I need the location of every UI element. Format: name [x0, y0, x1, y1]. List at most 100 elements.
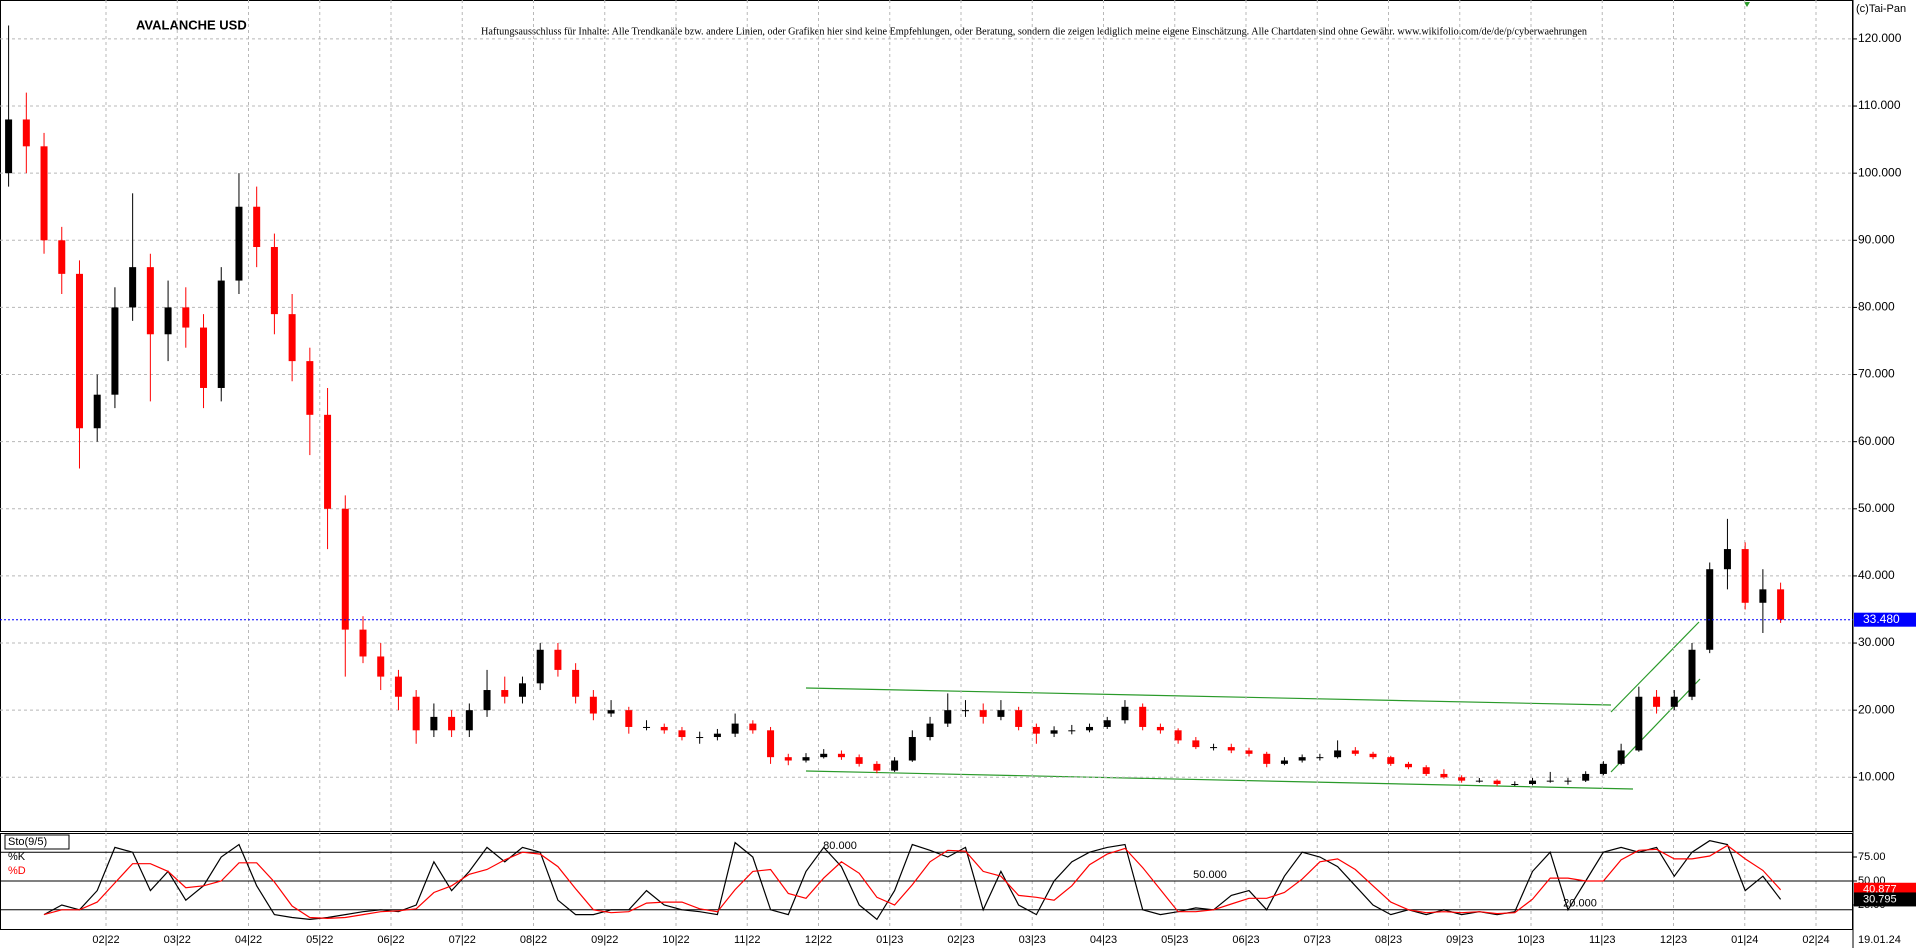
candle-body	[1103, 720, 1111, 727]
legend-entry: %D	[8, 865, 26, 877]
candle-body	[1334, 750, 1342, 758]
trend-channel	[805, 621, 1701, 790]
x-tick-label: 10|23	[1517, 934, 1544, 946]
last-price-box	[1854, 612, 1916, 627]
candle-body	[5, 119, 13, 174]
disclaimer: Haftungsausschluss für Inhalte: Alle Tre…	[481, 26, 1587, 37]
end-date: 19.01.24	[1858, 934, 1901, 946]
candle-body	[58, 240, 66, 274]
candle-body	[536, 649, 544, 684]
x-tick-label: 06|23	[1232, 934, 1259, 946]
x-tick-label: 01|24	[1731, 934, 1758, 946]
candle-body	[377, 656, 385, 677]
x-tick-label: 03|23	[1019, 934, 1046, 946]
candle-body	[1582, 773, 1590, 781]
candle-body	[1564, 780, 1572, 782]
x-tick-label: 04|22	[235, 934, 262, 946]
x-tick-label: 01|23	[876, 934, 903, 946]
candle-body	[1369, 753, 1377, 758]
candle-body	[93, 394, 101, 429]
candle-body	[412, 696, 420, 731]
candle-body	[1706, 569, 1714, 650]
candle-body	[855, 757, 863, 764]
trend-line	[1610, 621, 1700, 713]
indicator-line	[43, 844, 1782, 920]
x-tick-label: 02|23	[947, 934, 974, 946]
candle-body	[253, 206, 261, 248]
candle-body	[288, 314, 296, 362]
x-tick-label: 05|23	[1161, 934, 1188, 946]
candle-body	[1635, 696, 1643, 751]
candle-body	[430, 716, 438, 731]
candle-body	[961, 710, 969, 712]
candle-body	[554, 649, 562, 670]
y-tick-label: 30.000	[1858, 635, 1895, 649]
candle-body	[1156, 726, 1164, 731]
candle-body	[306, 361, 314, 415]
candle-body	[1529, 780, 1537, 785]
legend-box	[4, 834, 70, 850]
candle-body	[146, 267, 154, 335]
x-tick-label: 06|22	[377, 934, 404, 946]
candle-body	[111, 307, 119, 395]
y-tick-label: 10.000	[1858, 769, 1895, 783]
x-tick-label: 02|22	[92, 934, 119, 946]
candle-body	[1511, 784, 1519, 786]
candle-body	[1015, 710, 1023, 727]
candle-body	[1192, 740, 1200, 748]
chart-title: AVALANCHE USD	[136, 17, 247, 32]
candle-body	[129, 267, 137, 308]
candle-body	[1422, 767, 1430, 774]
candle-body	[891, 760, 899, 771]
candle-body	[394, 676, 402, 697]
candle-body	[1458, 777, 1466, 781]
candle-body	[518, 683, 526, 697]
candle-body	[1599, 763, 1607, 774]
x-tick-label: 10|22	[662, 934, 689, 946]
candle-body	[1263, 753, 1271, 764]
trend-line	[805, 770, 1634, 790]
y-tick-label: 70.000	[1858, 367, 1895, 381]
candle-body	[40, 146, 48, 241]
y-tick-label: 110.000	[1858, 98, 1901, 112]
x-tick-label: 02|24	[1802, 934, 1829, 946]
candle-body	[1298, 757, 1306, 761]
y-tick-label: 60.000	[1858, 434, 1895, 448]
candle-body	[1653, 696, 1661, 707]
candle-body	[270, 247, 278, 315]
candle-body	[1617, 750, 1625, 764]
value-box	[1854, 892, 1916, 907]
candle-body	[1723, 549, 1731, 570]
candle-body	[944, 710, 952, 724]
candle-body	[200, 327, 208, 388]
candle-body	[997, 710, 1005, 717]
candle-body	[1174, 730, 1182, 741]
candle-body	[1670, 696, 1678, 707]
candle-body	[1351, 750, 1359, 754]
x-tick-label: 09|22	[591, 934, 618, 946]
candle-body	[164, 307, 172, 335]
candle-body	[1068, 730, 1076, 732]
candle-body	[908, 737, 916, 761]
indicator-title: Sto(9/5)	[8, 836, 47, 848]
y-tick-label: 40.000	[1858, 568, 1895, 582]
candle-body	[660, 726, 668, 731]
candle-body	[820, 753, 828, 758]
y-tick-label: 75.00	[1858, 851, 1886, 863]
x-tick-label: 07|22	[449, 934, 476, 946]
candle-body	[341, 508, 349, 630]
candle-body	[749, 723, 757, 731]
candle-body	[873, 763, 881, 771]
candle-body	[22, 119, 30, 147]
x-tick-label: 05|22	[306, 934, 333, 946]
candle-body	[1121, 706, 1129, 721]
reference-label: 80.000	[823, 840, 857, 852]
reference-label: 20.000	[1563, 898, 1597, 910]
candle-body	[1475, 780, 1483, 782]
candle-body	[1440, 773, 1448, 778]
marker	[1744, 2, 1750, 7]
y-tick-label: 80.000	[1858, 300, 1895, 314]
candle-body	[75, 273, 83, 429]
candle-body	[1227, 747, 1235, 751]
x-tick-label: 08|22	[520, 934, 547, 946]
